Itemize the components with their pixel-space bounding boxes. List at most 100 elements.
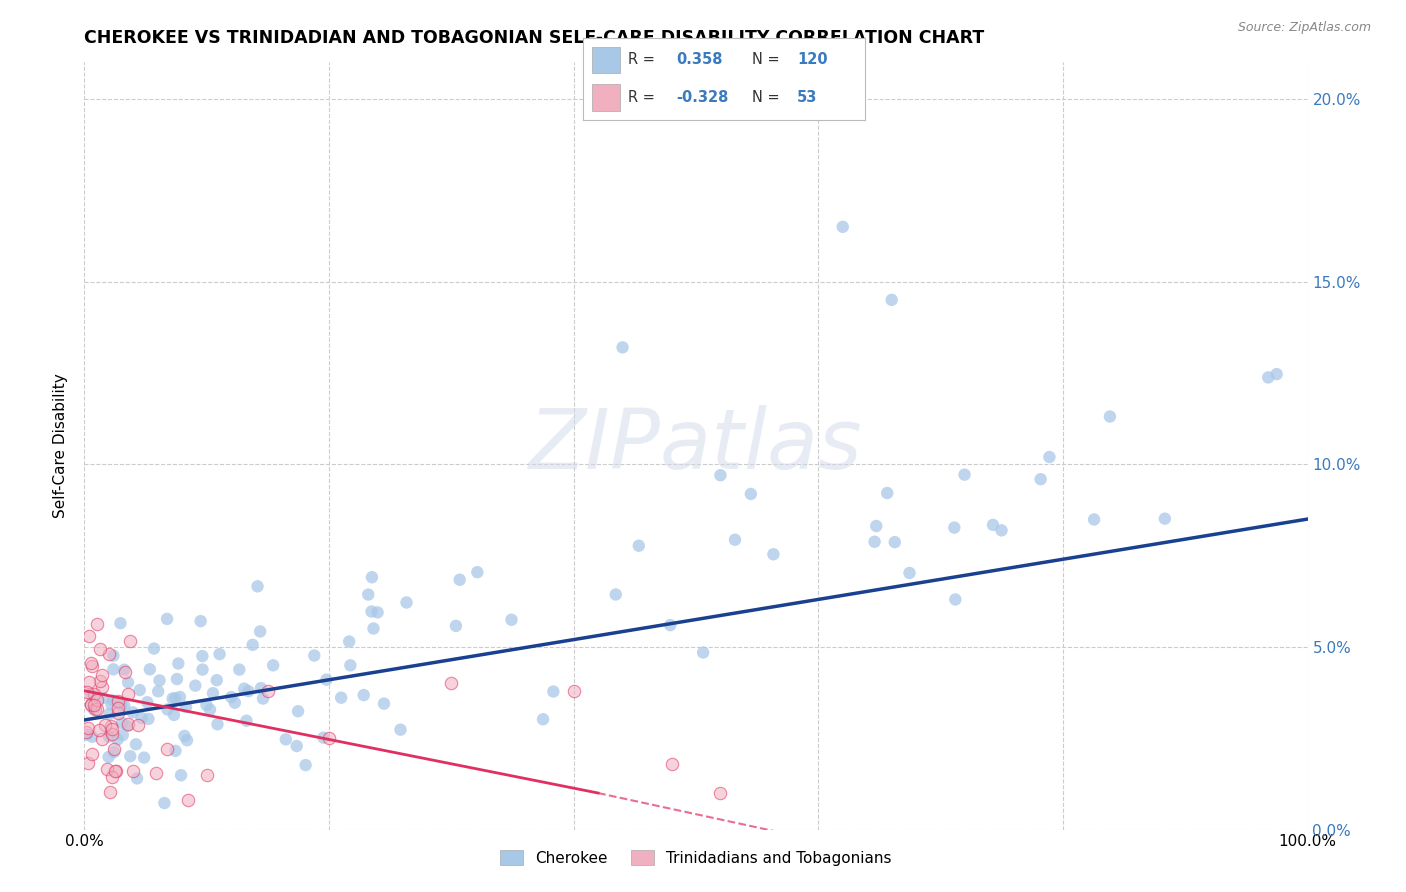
- Point: [943, 592, 966, 607]
- Point: [89, 641, 111, 656]
- Point: [330, 690, 353, 705]
- Point: [127, 772, 149, 786]
- Point: [104, 764, 127, 779]
- Point: [627, 539, 650, 553]
- Point: [143, 641, 166, 656]
- Point: [87, 723, 110, 738]
- Point: [83, 687, 105, 701]
- Point: [98, 706, 121, 721]
- Text: 53: 53: [797, 90, 817, 105]
- Point: [274, 732, 297, 747]
- Point: [97, 647, 120, 661]
- Point: [86, 702, 108, 716]
- Point: [876, 486, 898, 500]
- Point: [659, 618, 682, 632]
- Point: [163, 707, 186, 722]
- Point: [91, 691, 114, 706]
- Point: [77, 756, 100, 771]
- Point: [79, 675, 101, 690]
- Point: [315, 673, 337, 687]
- Point: [80, 688, 103, 702]
- Point: [121, 706, 143, 720]
- Text: N =: N =: [752, 53, 780, 67]
- Point: [361, 570, 384, 584]
- Point: [219, 690, 242, 705]
- Text: N =: N =: [752, 90, 780, 105]
- Text: R =: R =: [628, 90, 655, 105]
- Point: [101, 770, 124, 784]
- Point: [103, 662, 125, 676]
- Point: [865, 519, 887, 533]
- Point: [208, 647, 231, 661]
- Legend: Cherokee, Trinidadians and Tobagonians: Cherokee, Trinidadians and Tobagonians: [495, 844, 897, 871]
- Point: [107, 732, 129, 747]
- Point: [692, 645, 714, 659]
- Point: [112, 698, 135, 713]
- Point: [1154, 511, 1177, 525]
- Point: [363, 622, 385, 636]
- Point: [198, 703, 221, 717]
- Point: [195, 698, 218, 712]
- Point: [661, 756, 683, 771]
- Point: [80, 656, 103, 670]
- Point: [724, 533, 747, 547]
- Point: [76, 721, 98, 735]
- Point: [173, 729, 195, 743]
- Text: CHEROKEE VS TRINIDADIAN AND TOBAGONIAN SELF-CARE DISABILITY CORRELATION CHART: CHEROKEE VS TRINIDADIAN AND TOBAGONIAN S…: [84, 29, 984, 47]
- Point: [86, 616, 108, 631]
- Point: [444, 619, 467, 633]
- Point: [114, 665, 136, 679]
- Point: [235, 714, 257, 728]
- Point: [373, 697, 395, 711]
- Point: [80, 659, 103, 673]
- Point: [1029, 472, 1052, 486]
- Point: [612, 340, 634, 354]
- Point: [103, 741, 125, 756]
- Point: [120, 633, 142, 648]
- Point: [252, 691, 274, 706]
- Point: [191, 663, 214, 677]
- Point: [312, 731, 335, 745]
- Bar: [592, 46, 620, 73]
- Point: [201, 686, 224, 700]
- Text: 120: 120: [797, 53, 828, 67]
- Point: [285, 739, 308, 753]
- Point: [148, 684, 170, 698]
- Point: [246, 579, 269, 593]
- Point: [250, 681, 273, 695]
- Point: [117, 687, 139, 701]
- Point: [191, 648, 214, 663]
- Point: [990, 524, 1012, 538]
- Point: [165, 691, 187, 706]
- Point: [953, 467, 976, 482]
- Point: [287, 704, 309, 718]
- Point: [97, 750, 120, 764]
- Point: [96, 762, 118, 776]
- Point: [107, 694, 129, 708]
- Point: [367, 606, 389, 620]
- Point: [156, 612, 179, 626]
- Point: [83, 702, 105, 716]
- Point: [156, 702, 179, 716]
- Point: [177, 793, 200, 807]
- Point: [121, 764, 143, 778]
- Point: [101, 727, 124, 741]
- Point: [145, 766, 167, 780]
- Point: [91, 668, 114, 682]
- Point: [131, 711, 153, 725]
- Point: [101, 723, 124, 737]
- Point: [169, 690, 191, 704]
- Point: [128, 683, 150, 698]
- Point: [294, 758, 316, 772]
- Point: [709, 468, 731, 483]
- Point: [111, 715, 134, 730]
- Point: [100, 698, 122, 712]
- Point: [98, 785, 121, 799]
- Point: [139, 662, 162, 676]
- Point: [98, 730, 121, 744]
- Point: [79, 698, 101, 713]
- Point: [80, 697, 103, 711]
- Point: [207, 717, 229, 731]
- Point: [165, 744, 187, 758]
- Point: [360, 605, 382, 619]
